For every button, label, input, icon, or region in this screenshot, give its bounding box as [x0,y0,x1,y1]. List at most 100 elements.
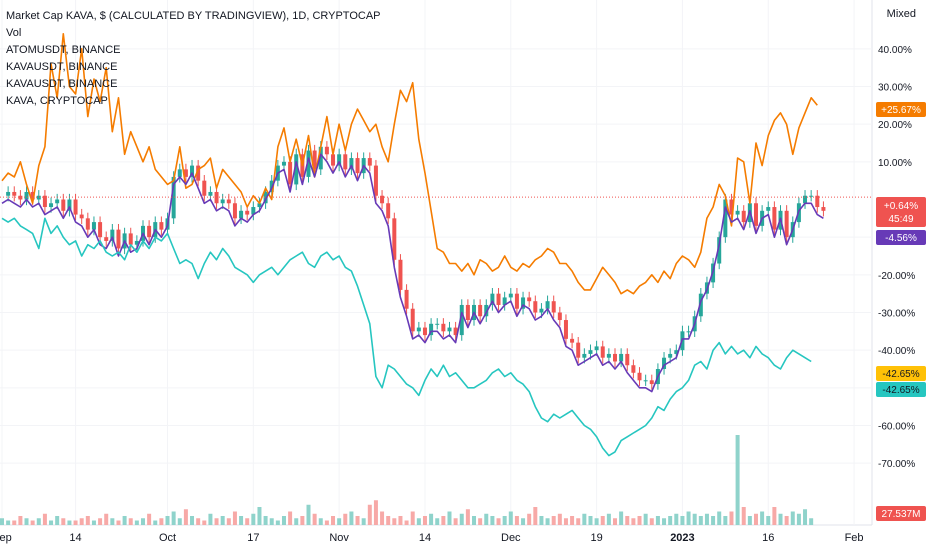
volume-bar [435,518,440,525]
volume-bar [643,513,648,525]
legend-volume[interactable]: Vol [6,27,22,39]
candle-body [453,327,458,336]
volume-bar [0,518,4,525]
candle-body [422,327,427,336]
candle-body [435,323,440,325]
volume-bar [85,516,90,525]
volume-bar [662,518,667,525]
candle-body [306,150,311,177]
candle-body [465,304,470,321]
candle-body [766,207,771,211]
series-line [1,153,824,393]
candle-body [128,233,133,245]
volume-bar [239,516,244,525]
volume-bar [196,518,201,525]
volume-bar [735,435,740,525]
candle-body [263,191,268,204]
badge-countdown-text: 45:49 [888,214,913,225]
candle-body [245,210,250,215]
volume-bar [790,511,795,525]
volume-bar [704,513,709,525]
volume-bar [668,516,673,525]
badge-purple-text: -4.56% [885,233,917,244]
x-tick-label: 2023 [670,532,694,544]
candle-body [91,222,96,230]
volume-bar [453,518,458,525]
candle-body [49,203,54,208]
candle-body [61,199,66,211]
badge-volume-text: 27.537M [882,509,921,520]
volume-bar [778,513,783,525]
legend-kava-cryptocap[interactable]: KAVA, CRYPTOCAP [6,95,108,107]
volume-bar [717,511,722,525]
candle-body [147,225,152,238]
volume-bar [177,518,182,525]
volume-bar [496,518,501,525]
volume-bar [324,520,329,525]
candle-body [36,195,41,200]
volume-bar [140,518,145,525]
volume-bar [674,513,679,525]
candle-body [490,293,495,305]
candle-body [441,323,446,332]
x-axis: Sep14Oct17Nov14Dec19202316Feb14 [0,532,864,544]
candle-body [288,161,293,185]
volume-bar [367,504,372,525]
candle-body [73,199,78,215]
candle-body [214,191,219,204]
volume-bar [490,516,495,525]
series-line [1,32,818,295]
volume-bar [539,516,544,525]
y-tick-label: 20.00% [878,120,912,131]
grid [0,0,873,526]
legend-atomusdt[interactable]: ATOMUSDT, BINANCE [6,44,121,56]
volume-bar [447,511,452,525]
candle-body [104,237,109,241]
volume-bar [104,513,109,525]
candle-body [324,146,329,155]
y-tick-label: -20.00% [878,271,915,282]
candle-body [18,195,23,200]
candle-body [343,154,348,170]
volume-bar [294,518,299,525]
candle-body [508,293,513,298]
legend-kavausdt-1[interactable]: KAVAUSDT, BINANCE [6,61,118,73]
legend-kavausdt-2[interactable]: KAVAUSDT, BINANCE [6,78,118,90]
volume-bar [429,513,434,525]
volume-bar [42,513,47,525]
volume-bar [36,518,41,525]
candle-body [42,195,47,208]
volume-bar [232,511,237,525]
volume-bar [6,520,11,525]
badge-teal-bg [876,382,926,397]
candle-body [649,380,654,385]
volume-bar [441,516,446,525]
volume-bar [729,511,734,525]
candle-body [177,169,182,177]
legend-main-symbol[interactable]: Market Cap KAVA, $ (CALCULATED BY TRADIN… [6,10,381,22]
volume-bar [355,516,360,525]
candle-body [533,301,538,313]
volume-bar [508,511,513,525]
scale-mode-label[interactable]: Mixed [886,8,916,20]
candle-body [514,293,519,309]
candle-body [392,218,397,260]
volume-bar [24,518,29,525]
candle-body [6,191,11,196]
volume-bar [128,518,133,525]
series-lines [0,32,872,457]
volume-bar [306,504,311,525]
candle-body [337,154,342,166]
volume-bar [380,511,385,525]
volume-bar [606,513,611,525]
y-tick-label: 30.00% [878,83,912,94]
volume-bar [760,511,765,525]
candle-body [809,195,814,197]
volume-bar [208,513,213,525]
volume-bar [570,516,575,525]
volume-bar [134,520,139,525]
badge-purple-bg [876,230,926,245]
volume-bars [0,435,814,525]
candle-body [318,146,323,170]
